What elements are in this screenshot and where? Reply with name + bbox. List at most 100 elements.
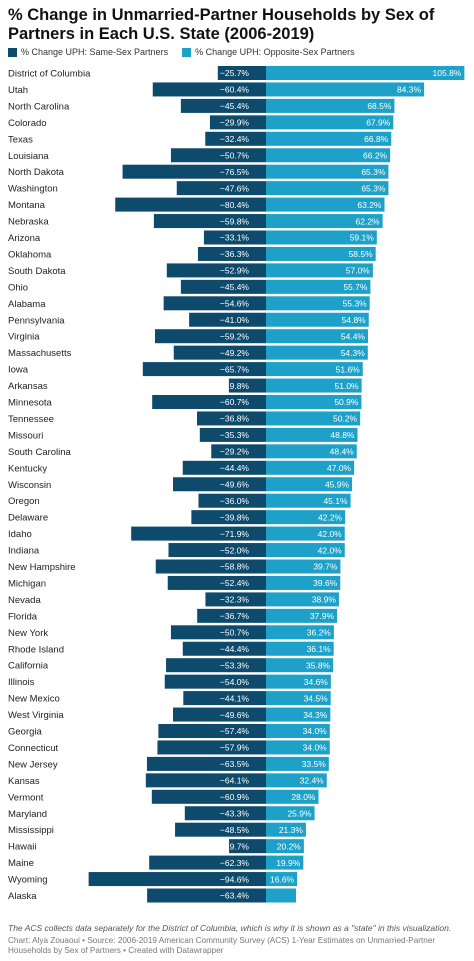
bar-row-alabama: Alabama −54.6% 55.3% xyxy=(8,296,370,311)
bar-same-sex xyxy=(115,197,266,212)
value-label-opposite-sex: 25.9% xyxy=(287,808,312,818)
value-label-same-sex: −54.0% xyxy=(220,677,250,687)
category-label: Utah xyxy=(8,85,28,96)
value-label-same-sex: −45.4% xyxy=(220,101,250,111)
value-label-same-sex: −49.6% xyxy=(220,710,250,720)
bar-row-nevada: Nevada −32.3% 38.9% xyxy=(8,592,339,607)
category-label: Nevada xyxy=(8,595,41,606)
value-label-same-sex: −19.8% xyxy=(220,381,250,391)
category-label: Massachusetts xyxy=(8,348,72,359)
bar-opposite-sex xyxy=(266,773,327,788)
value-label-same-sex: −63.4% xyxy=(220,891,250,901)
bar-row-missouri: Missouri −35.3% 48.8% xyxy=(8,427,358,442)
bar-same-sex xyxy=(168,543,266,558)
bar-opposite-sex xyxy=(266,427,358,442)
value-label-same-sex: −50.7% xyxy=(220,628,250,638)
bar-chart: District of Columbia −25.7% 105.8% Utah −60.… xyxy=(8,66,465,903)
bar-opposite-sex xyxy=(266,559,341,574)
bar-opposite-sex xyxy=(266,855,304,870)
value-label-same-sex: −59.2% xyxy=(220,331,250,341)
value-label-same-sex: −76.5% xyxy=(220,167,250,177)
value-label-opposite-sex: 34.0% xyxy=(303,726,328,736)
category-label: Minnesota xyxy=(8,398,53,409)
bar-same-sex xyxy=(173,477,266,492)
value-label-same-sex: −36.7% xyxy=(220,611,250,621)
bar-opposite-sex xyxy=(266,82,425,97)
category-label: West Virginia xyxy=(8,710,64,721)
legend-item-opposite-sex: % Change UPH: Opposite-Sex Partners xyxy=(182,47,355,57)
bar-row-tennessee: Tennessee −36.8% 50.2% xyxy=(8,411,361,426)
value-label-same-sex: −35.3% xyxy=(220,430,250,440)
bar-same-sex xyxy=(180,279,266,294)
bar-row-south-dakota: South Dakota −52.9% 57.0% xyxy=(8,263,373,278)
bar-opposite-sex xyxy=(266,263,373,278)
value-label-opposite-sex: 39.7% xyxy=(313,562,338,572)
value-label-opposite-sex: 65.3% xyxy=(361,167,386,177)
category-label: New Jersey xyxy=(8,759,58,770)
bar-row-michigan: Michigan −52.4% 39.6% xyxy=(8,575,341,590)
value-label-same-sex: −63.5% xyxy=(220,759,250,769)
bar-same-sex xyxy=(155,329,266,344)
bar-row-florida: Florida −36.7% 37.9% xyxy=(8,608,338,623)
bar-same-sex xyxy=(180,98,266,113)
bar-opposite-sex xyxy=(266,279,371,294)
category-label: North Dakota xyxy=(8,167,65,178)
bar-same-sex xyxy=(189,312,266,327)
value-label-opposite-sex: 54.3% xyxy=(341,348,366,358)
category-label: Maryland xyxy=(8,809,47,820)
bar-row-california: California −53.3% 35.8% xyxy=(8,658,334,673)
bar-same-sex xyxy=(183,691,266,706)
value-label-same-sex: −71.9% xyxy=(220,529,250,539)
bar-row-ohio: Ohio −45.4% 55.7% xyxy=(8,279,371,294)
bar-row-idaho: Idaho −71.9% 42.0% xyxy=(8,526,345,541)
bar-row-rhode-island: Rhode Island −44.4% 36.1% xyxy=(8,641,334,656)
bar-opposite-sex xyxy=(266,724,330,738)
bar-opposite-sex xyxy=(266,329,368,344)
category-label: District of Columbia xyxy=(8,69,91,80)
value-label-opposite-sex: 37.9% xyxy=(310,611,335,621)
category-label: Connecticut xyxy=(8,743,59,754)
bar-opposite-sex xyxy=(266,888,296,903)
bar-row-utah: Utah −60.4% 84.3% xyxy=(8,82,425,97)
category-label: Arkansas xyxy=(8,381,48,392)
value-label-same-sex: −59.8% xyxy=(220,216,250,226)
bar-row-washington: Washington −47.6% 65.3% xyxy=(8,181,389,196)
bar-opposite-sex xyxy=(266,246,376,261)
bar-opposite-sex xyxy=(266,66,465,80)
bar-row-nebraska: Nebraska −59.8% 62.2% xyxy=(8,214,383,229)
category-label: Nebraska xyxy=(8,217,49,228)
bar-opposite-sex xyxy=(266,164,389,179)
value-label-same-sex: −60.9% xyxy=(220,792,250,802)
bar-row-arizona: Arizona −33.1% 59.1% xyxy=(8,230,377,245)
value-label-same-sex: −32.3% xyxy=(220,595,250,605)
bar-row-maine: Maine −62.3% 19.9% xyxy=(8,855,304,870)
category-label: Colorado xyxy=(8,118,47,129)
value-label-opposite-sex: 66.2% xyxy=(363,150,388,160)
category-label: Hawaii xyxy=(8,842,37,853)
bar-opposite-sex xyxy=(266,131,392,146)
bar-opposite-sex xyxy=(266,197,385,212)
bar-same-sex xyxy=(167,575,266,590)
value-label-same-sex: −19.7% xyxy=(220,841,250,851)
value-label-opposite-sex: 33.5% xyxy=(302,759,327,769)
bar-opposite-sex xyxy=(266,691,331,706)
value-label-same-sex: −62.3% xyxy=(220,858,250,868)
bar-row-vermont: Vermont −60.9% 28.0% xyxy=(8,789,319,804)
bar-opposite-sex xyxy=(266,444,357,459)
bar-opposite-sex xyxy=(266,822,306,837)
bar-opposite-sex xyxy=(266,345,368,360)
bar-opposite-sex xyxy=(266,592,339,607)
category-label: Georgia xyxy=(8,727,43,738)
value-label-opposite-sex: 84.3% xyxy=(397,85,422,95)
bar-opposite-sex xyxy=(266,296,370,311)
value-label-same-sex: −50.7% xyxy=(220,150,250,160)
value-label-opposite-sex: 36.2% xyxy=(307,628,332,638)
value-label-opposite-sex: 51.0% xyxy=(335,381,360,391)
value-label-opposite-sex: 66.8% xyxy=(364,134,389,144)
value-label-same-sex: −44.4% xyxy=(220,463,250,473)
bar-row-indiana: Indiana −52.0% 42.0% xyxy=(8,543,345,558)
bar-opposite-sex xyxy=(266,526,345,541)
value-label-same-sex: −36.8% xyxy=(220,414,250,424)
value-label-same-sex: −58.8% xyxy=(220,562,250,572)
value-label-opposite-sex: 45.1% xyxy=(323,496,348,506)
